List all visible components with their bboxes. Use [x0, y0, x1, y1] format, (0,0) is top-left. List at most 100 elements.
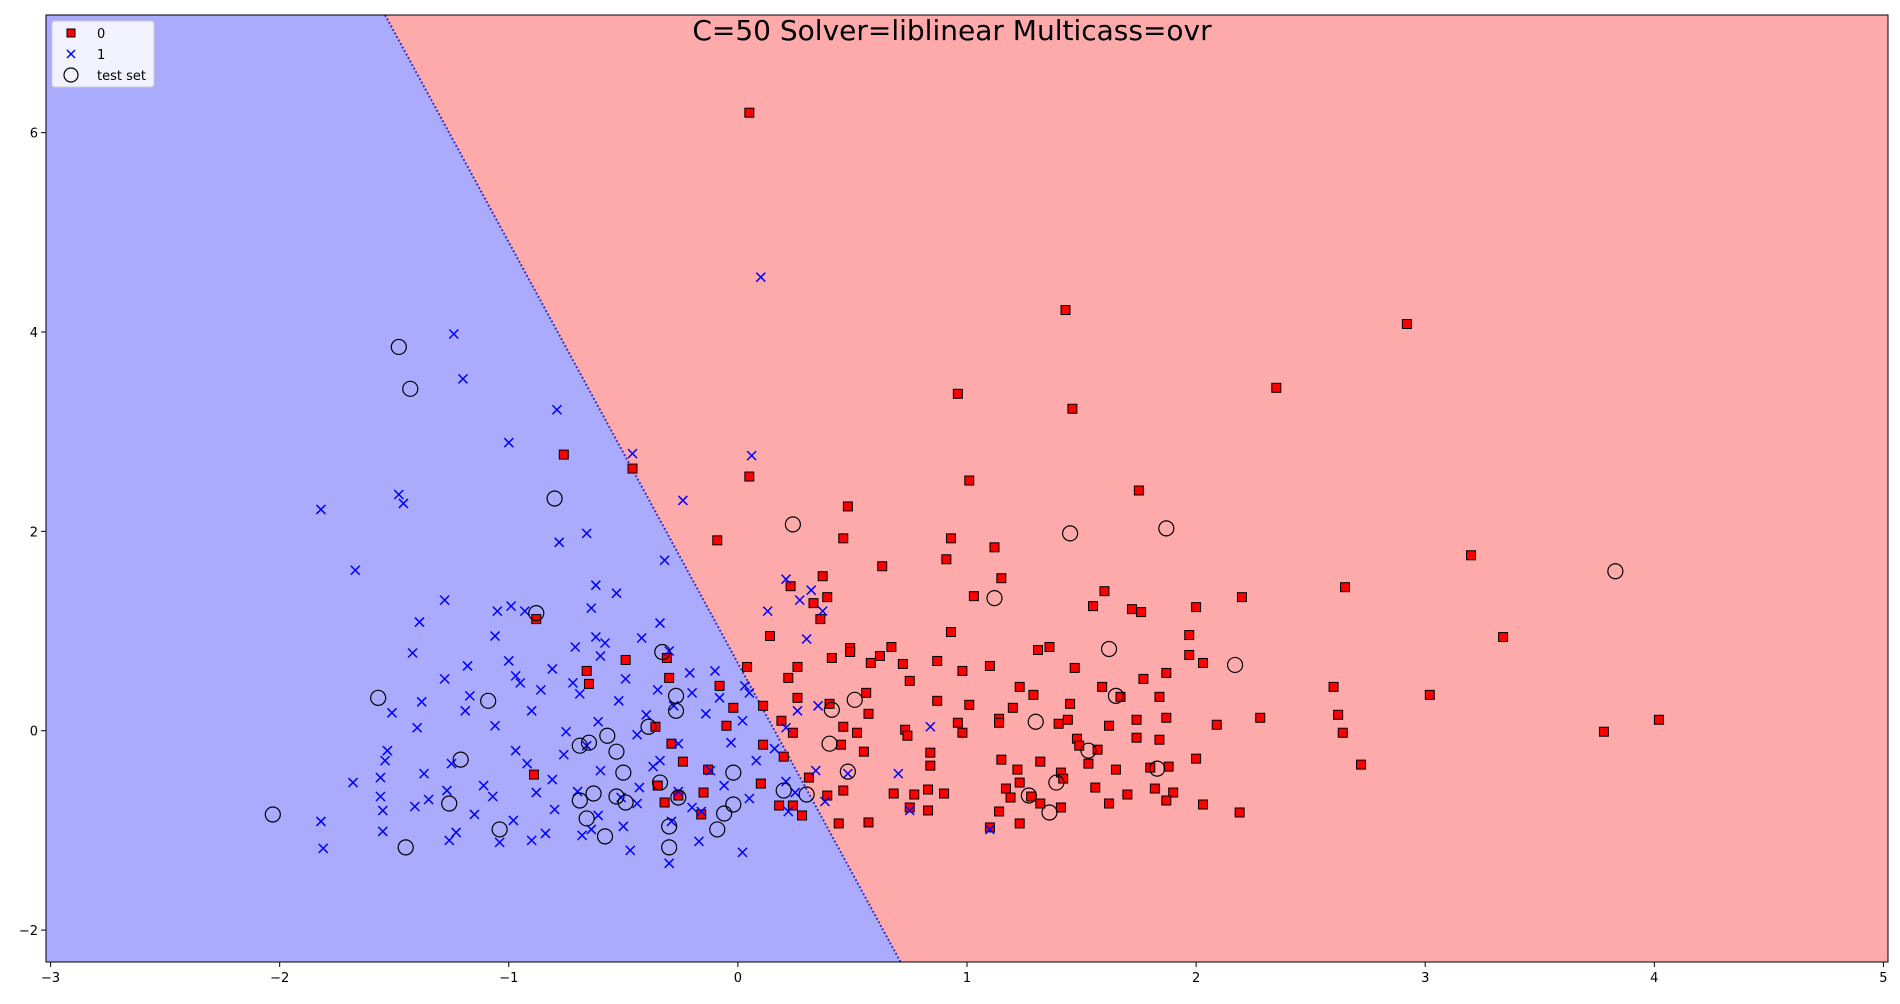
- class-0-point: [897, 658, 908, 669]
- legend: 0 1 test set: [51, 20, 155, 88]
- class-1-point: [386, 707, 397, 718]
- class-1-point: [819, 796, 830, 807]
- class-1-point: [574, 688, 585, 699]
- class-1-point-stroke: [696, 806, 707, 817]
- test-set-point: [441, 795, 458, 812]
- test-set-point: [725, 764, 742, 781]
- class-0-point: [1163, 761, 1174, 772]
- class-1-point: [519, 606, 530, 617]
- test-set-point: [390, 338, 407, 356]
- class-0-point: [1340, 582, 1351, 593]
- class-1-point-stroke: [586, 824, 597, 835]
- class-0-point: [620, 654, 631, 665]
- class-1-point-stroke: [375, 791, 386, 802]
- class-0-point: [1168, 787, 1179, 798]
- class-1-point: [790, 787, 801, 798]
- class-1-point: [673, 786, 684, 797]
- class-1-point-stroke: [744, 687, 755, 698]
- class-1-point-stroke: [547, 663, 558, 674]
- class-1-point: [792, 705, 803, 716]
- x-tick-label: 3: [1421, 971, 1429, 986]
- class-1-point: [547, 774, 558, 785]
- class-1-point: [746, 450, 757, 461]
- class-1-point-stroke: [510, 745, 521, 756]
- class-1-point: [457, 373, 469, 384]
- class-1-point-stroke: [439, 673, 450, 684]
- class-1-point-stroke: [549, 804, 560, 815]
- class-1-point: [632, 729, 643, 740]
- class-1-point-stroke: [526, 705, 537, 716]
- class-1-point-stroke: [448, 328, 459, 340]
- class-0-point: [1000, 783, 1011, 794]
- test-set-point: [397, 839, 414, 856]
- class-1-point: [577, 830, 588, 841]
- class-1-point-stroke: [418, 768, 430, 779]
- test-set-point: [775, 782, 792, 799]
- class-1-point: [762, 606, 773, 617]
- class-1-point: [620, 673, 631, 684]
- legend-label: 0: [97, 27, 105, 42]
- test-set-point: [798, 786, 815, 803]
- test-set-point: [599, 727, 616, 744]
- test-set-point: [1149, 760, 1166, 777]
- class-1-point-stroke: [687, 687, 698, 698]
- class-1-point-stroke: [393, 489, 404, 500]
- class-1-point-stroke: [460, 705, 471, 716]
- class-1-point-stroke: [813, 700, 824, 711]
- class-1-point: [751, 755, 762, 766]
- class-1-point: [570, 641, 581, 653]
- class-1-point-stroke: [503, 437, 514, 448]
- class-1-point-stroke: [494, 837, 505, 848]
- test-set-point: [661, 818, 678, 835]
- class-1-point: [696, 806, 707, 817]
- class-0-point: [664, 672, 675, 683]
- class-0-point: [861, 687, 872, 698]
- class-1-point-stroke: [446, 758, 457, 769]
- class-1-point-stroke: [613, 695, 624, 706]
- y-tick-label: 6: [30, 127, 38, 142]
- class-1-point-stroke: [515, 677, 526, 688]
- class-0-point: [1356, 759, 1367, 770]
- class-1-point: [659, 555, 670, 566]
- class-0-point: [984, 660, 995, 671]
- class-1-point: [464, 690, 475, 701]
- class-0-point: [1035, 798, 1046, 809]
- class-1-point-stroke: [441, 785, 452, 796]
- class-1-point: [407, 647, 418, 659]
- class-0-point: [1005, 792, 1016, 803]
- class-0-point: [845, 646, 856, 657]
- class-0-point: [744, 107, 755, 118]
- class-0-point: [835, 739, 846, 750]
- class-1-point: [769, 743, 780, 754]
- class-0-point: [815, 614, 826, 625]
- class-1-point: [687, 802, 698, 813]
- class-0-point: [1083, 758, 1094, 769]
- class-1-point-stroke: [380, 755, 391, 766]
- class-1-point: [925, 721, 936, 732]
- test-set-point: [608, 788, 625, 805]
- class-1-point: [377, 805, 388, 816]
- legend-label: 1: [97, 48, 105, 63]
- test-set-point: [571, 737, 588, 754]
- class-1-point-stroke: [817, 606, 828, 617]
- class-1-point-stroke: [464, 690, 475, 701]
- class-0-point: [826, 652, 837, 663]
- class-1-point: [806, 585, 817, 596]
- class-1-point: [641, 709, 652, 720]
- class-1-point-stroke: [801, 633, 812, 645]
- class-1-point-stroke: [664, 858, 675, 869]
- class-0-point: [838, 533, 849, 544]
- class-1-point-stroke: [377, 805, 388, 816]
- axes: −3 −2 −1 0 1 2 3 4 5 −2 0 2 4 6: [19, 127, 1888, 986]
- class-0-point: [531, 614, 542, 625]
- class-1-point-stroke: [780, 722, 792, 733]
- class-1-point-stroke: [719, 780, 730, 791]
- class-1-point-stroke: [810, 765, 821, 776]
- class-0-point: [968, 591, 979, 602]
- legend-class-0-marker: [66, 28, 76, 38]
- class-0-point: [865, 657, 876, 668]
- class-0-point: [824, 698, 835, 709]
- class-1-point: [318, 843, 329, 854]
- class-1-point: [780, 722, 792, 733]
